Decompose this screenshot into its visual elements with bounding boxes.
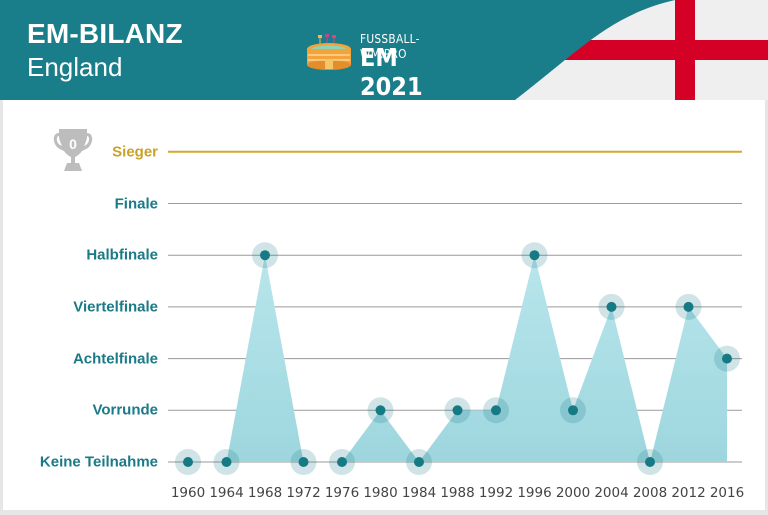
x-label-2008: 2008 <box>632 485 668 501</box>
y-label-finale: Finale <box>114 195 158 212</box>
x-label-2016: 2016 <box>709 485 745 501</box>
x-label-1968: 1968 <box>247 485 283 501</box>
x-label-1980: 1980 <box>363 485 398 501</box>
y-label-keine-teilnahme: Keine Teilnahme <box>39 453 158 471</box>
data-point-1964 <box>213 449 240 475</box>
data-point-1968 <box>252 242 278 269</box>
data-point-1960 <box>175 449 201 475</box>
x-label-2004: 2004 <box>594 485 629 501</box>
x-label-1984: 1984 <box>401 485 437 501</box>
data-point-1972 <box>290 449 317 475</box>
country-name: England <box>27 52 123 82</box>
x-label-2012: 2012 <box>671 485 706 501</box>
page-title: EM-BILANZ <box>27 18 183 49</box>
data-point-1992 <box>483 397 509 424</box>
x-label-1992: 1992 <box>478 485 514 501</box>
y-label-halbfinale: Halbfinale <box>86 246 158 264</box>
trophy-icon: 0 <box>53 129 93 171</box>
data-point-1976 <box>329 449 355 475</box>
bottom-border <box>0 510 768 515</box>
data-point-2000 <box>560 397 586 424</box>
y-label-achtelfinale: Achtelfinale <box>72 350 158 368</box>
area-fill <box>188 255 727 462</box>
x-label-1960: 1960 <box>170 485 206 501</box>
data-point-1988 <box>444 397 471 424</box>
x-label-1996: 1996 <box>517 485 552 501</box>
header: EM-BILANZ England FUSSBALL-WM.PRO EM 202… <box>0 0 768 100</box>
left-border <box>0 100 3 515</box>
england-flag <box>560 0 768 100</box>
logo-site-name: FUSSBALL-WM.PRO <box>360 31 420 61</box>
site-logo[interactable]: FUSSBALL-WM.PRO EM 2021 <box>304 30 474 100</box>
data-point-2004 <box>598 293 625 320</box>
x-label-1988: 1988 <box>440 485 475 501</box>
right-border <box>765 100 768 515</box>
x-label-2000: 2000 <box>555 485 591 501</box>
y-label-vorrunde: Vorrunde <box>92 401 158 419</box>
y-label-viertelfinale: Viertelfinale <box>73 298 158 316</box>
data-point-1984 <box>406 449 432 475</box>
x-label-1972: 1972 <box>286 485 321 501</box>
data-point-1980 <box>367 397 394 424</box>
data-point-2012 <box>675 293 702 320</box>
data-point-2008 <box>637 449 663 475</box>
data-point-2016 <box>714 345 740 372</box>
data-points <box>175 242 740 475</box>
y-label-sieger: Sieger <box>112 143 158 161</box>
trophy-count: 0 <box>69 136 77 152</box>
stadium-icon <box>307 34 351 70</box>
logo-event-name: EM 2021 <box>360 43 423 100</box>
x-label-1964: 1964 <box>209 485 244 501</box>
data-point-1996 <box>521 242 548 269</box>
x-label-1976: 1976 <box>324 485 360 501</box>
